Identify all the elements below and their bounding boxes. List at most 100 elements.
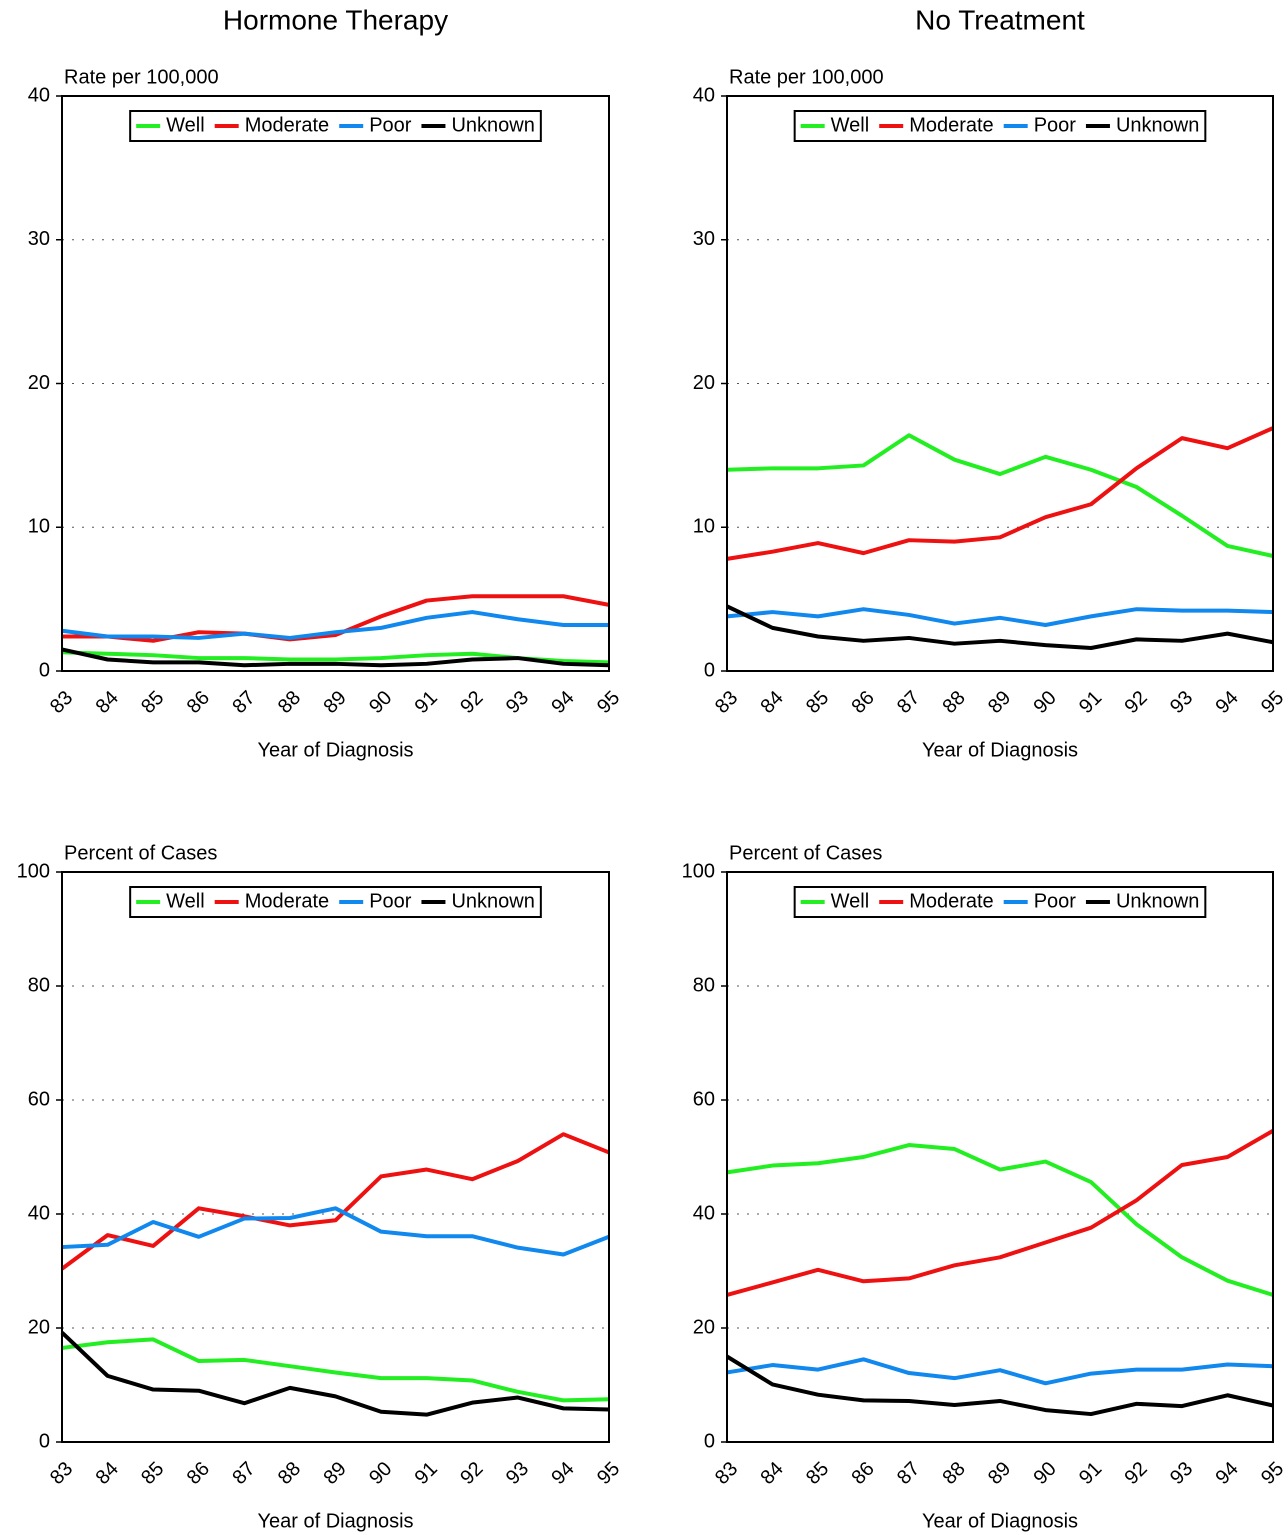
series-line — [62, 594, 610, 643]
x-tick-label: 83 — [46, 1458, 77, 1489]
y-tick-label: 30 — [693, 228, 715, 250]
y-tick-label: 80 — [693, 974, 715, 996]
x-tick-label: 85 — [802, 1458, 833, 1489]
y-axis-label: Percent of Cases — [64, 842, 217, 864]
legend-label: Poor — [1034, 890, 1077, 912]
x-tick-label: 92 — [1120, 687, 1151, 718]
legend-box — [793, 110, 1207, 142]
x-tick-label: 87 — [893, 1458, 924, 1489]
x-axis-label: Year of Diagnosis — [257, 1510, 413, 1532]
x-tick-label: 92 — [1120, 1458, 1151, 1489]
legend-label: Unknown — [1116, 114, 1199, 136]
x-tick-label: 95 — [1257, 687, 1288, 718]
x-tick-label: 89 — [319, 1458, 350, 1489]
y-tick-label: 0 — [704, 659, 715, 681]
series-line — [61, 647, 610, 668]
y-axis-label: Percent of Cases — [729, 842, 882, 864]
x-tick-label: 85 — [137, 1458, 168, 1489]
series-line — [726, 604, 1274, 650]
x-axis-label: Year of Diagnosis — [257, 739, 413, 761]
y-tick-label: 80 — [28, 974, 50, 996]
legend-label: Poor — [369, 114, 412, 136]
y-tick-label: 100 — [682, 860, 715, 882]
legend-label: Moderate — [909, 114, 994, 136]
plot-frame — [726, 871, 1274, 1443]
x-axis-label: Year of Diagnosis — [922, 739, 1078, 761]
x-tick-label: 86 — [847, 687, 878, 718]
x-tick-label: 91 — [1075, 1458, 1106, 1489]
y-tick-label: 20 — [28, 372, 50, 394]
x-tick-label: 91 — [411, 687, 442, 718]
x-tick-label: 90 — [1029, 1458, 1060, 1489]
y-tick-label: 40 — [28, 84, 50, 106]
x-tick-label: 95 — [593, 687, 624, 718]
legend-box — [129, 886, 542, 918]
x-tick-label: 88 — [274, 1458, 305, 1489]
x-tick-label: 89 — [984, 1458, 1015, 1489]
x-tick-label: 89 — [319, 687, 350, 718]
legend-label: Moderate — [245, 890, 330, 912]
series-line — [726, 1357, 1274, 1386]
series-line — [726, 607, 1274, 627]
x-tick-label: 90 — [365, 1458, 396, 1489]
x-tick-label: 93 — [502, 687, 533, 718]
x-tick-label: 91 — [411, 1458, 442, 1489]
y-tick-label: 20 — [28, 1316, 50, 1338]
y-tick-label: 0 — [39, 659, 50, 681]
x-tick-label: 90 — [365, 687, 396, 718]
x-tick-label: 84 — [756, 687, 787, 718]
legend-label: Poor — [369, 890, 412, 912]
x-tick-label: 88 — [938, 1458, 969, 1489]
legend-label: Unknown — [451, 890, 534, 912]
y-tick-label: 30 — [28, 228, 50, 250]
chart-title: No Treatment — [915, 4, 1085, 35]
x-tick-label: 95 — [1257, 1458, 1288, 1489]
legend-label: Well — [166, 114, 205, 136]
y-tick-label: 20 — [693, 1316, 715, 1338]
legend: Well Moderate Poor Unknown — [129, 110, 542, 142]
x-tick-label: 93 — [502, 1458, 533, 1489]
x-tick-label: 83 — [46, 687, 77, 718]
series-line — [60, 1331, 610, 1417]
legend-label: Poor — [1034, 114, 1077, 136]
x-tick-label: 86 — [183, 1458, 214, 1489]
plot-frame — [726, 95, 1274, 672]
legend-label: Well — [166, 890, 205, 912]
plot-frame — [61, 95, 610, 672]
x-tick-label: 85 — [137, 687, 168, 718]
chart-title: Hormone Therapy — [223, 4, 448, 35]
series-line — [725, 1354, 1274, 1417]
y-tick-label: 60 — [28, 1088, 50, 1110]
x-tick-label: 86 — [183, 687, 214, 718]
series-line — [61, 1206, 610, 1257]
x-tick-label: 86 — [847, 1458, 878, 1489]
y-tick-label: 0 — [704, 1430, 715, 1452]
x-tick-label: 89 — [984, 687, 1015, 718]
legend-label: Unknown — [1116, 890, 1199, 912]
y-axis-label: Rate per 100,000 — [729, 66, 884, 88]
y-tick-label: 10 — [693, 516, 715, 538]
series-line — [61, 1337, 610, 1403]
x-tick-label: 92 — [456, 1458, 487, 1489]
legend-box — [793, 886, 1207, 918]
legend-box — [129, 110, 542, 142]
legend: Well Moderate Poor Unknown — [129, 886, 542, 918]
x-tick-label: 87 — [228, 687, 259, 718]
legend: Well Moderate Poor Unknown — [793, 110, 1207, 142]
y-tick-label: 40 — [28, 1202, 50, 1224]
x-axis-label: Year of Diagnosis — [922, 1510, 1078, 1532]
legend-label: Well — [831, 114, 870, 136]
plot-frame — [61, 871, 610, 1443]
series-line — [61, 610, 609, 640]
x-tick-label: 83 — [711, 687, 742, 718]
x-tick-label: 95 — [593, 1458, 624, 1489]
x-tick-label: 84 — [92, 1458, 123, 1489]
x-tick-label: 94 — [547, 687, 578, 718]
x-tick-label: 88 — [274, 687, 305, 718]
legend: Well Moderate Poor Unknown — [793, 886, 1207, 918]
y-axis-label: Rate per 100,000 — [64, 66, 219, 88]
legend-label: Well — [831, 890, 870, 912]
x-tick-label: 85 — [802, 687, 833, 718]
